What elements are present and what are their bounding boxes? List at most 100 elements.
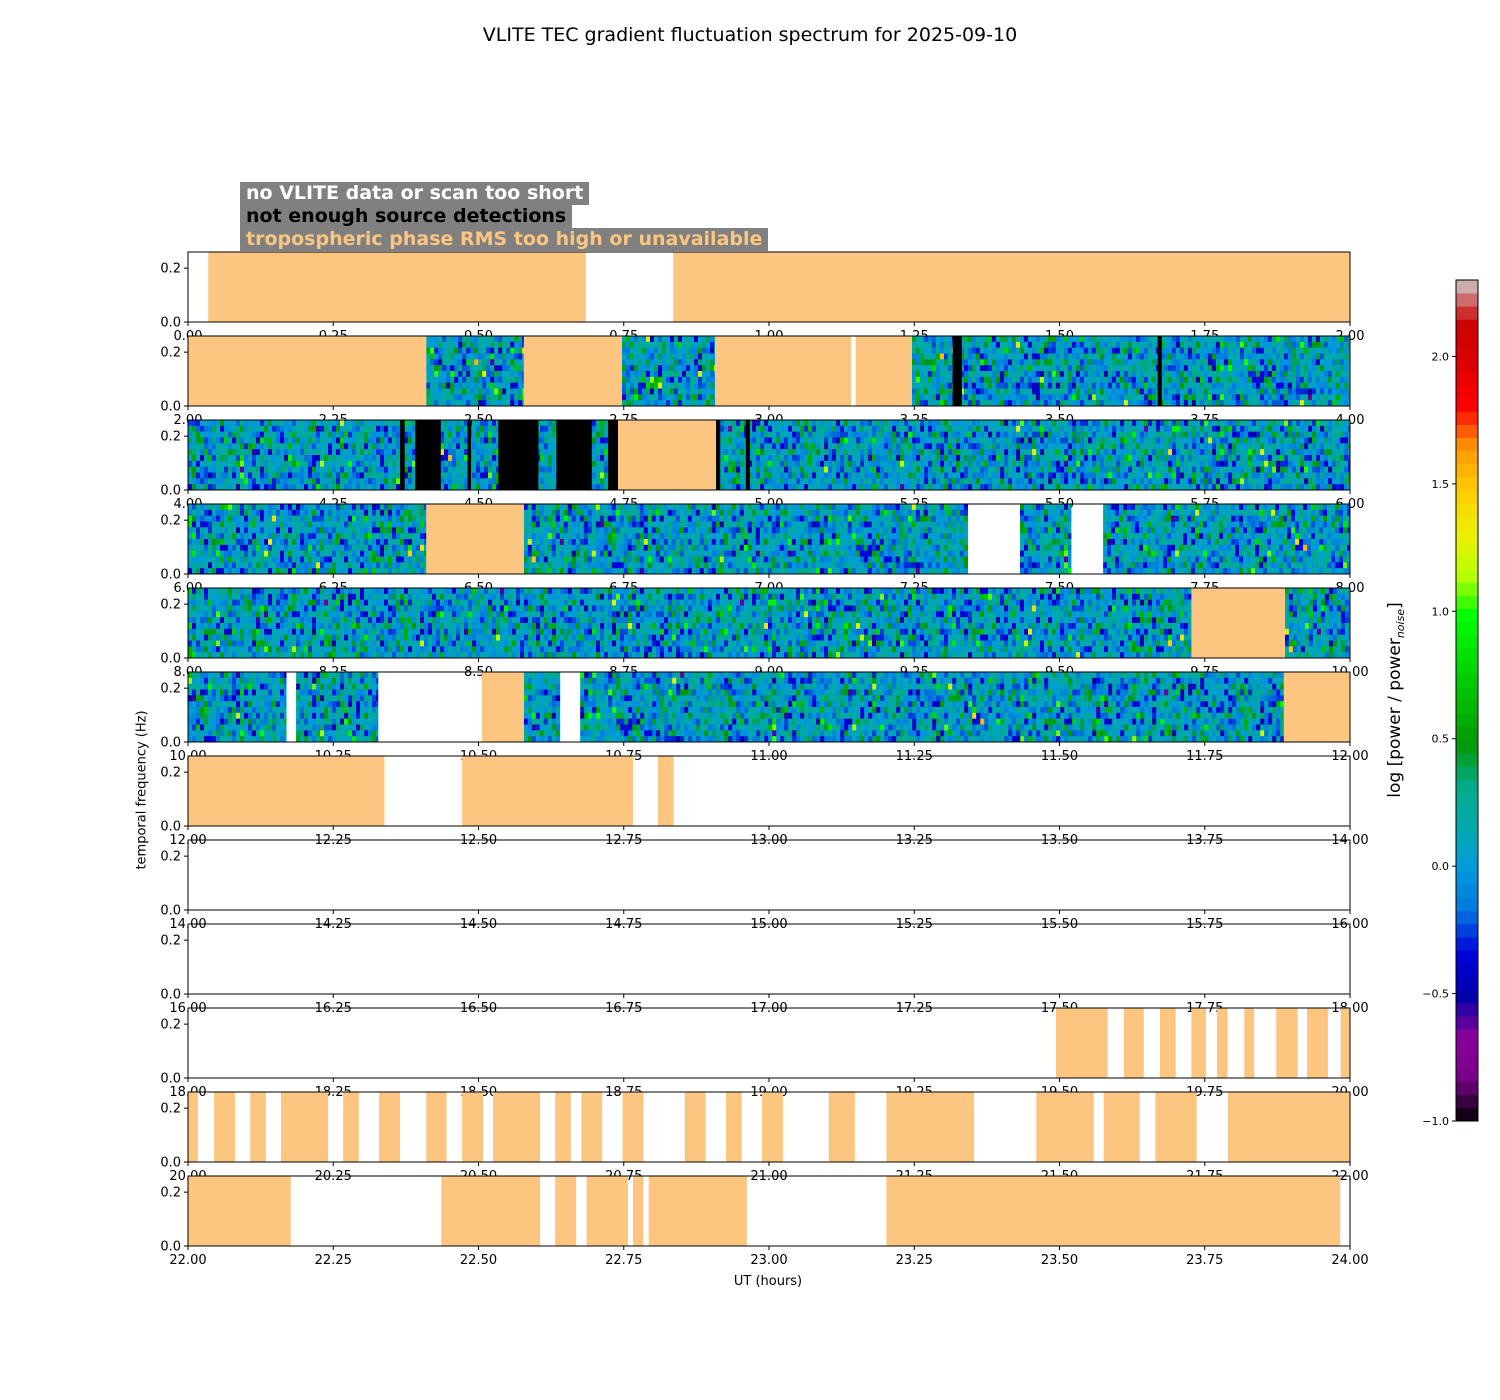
spectrum-segment [1284,588,1351,659]
few-detections-block [745,420,750,490]
y-tick-label: 0.2 [160,682,181,697]
y-tick-label: 0.0 [160,1156,181,1171]
spectrum-segment [1020,504,1072,575]
y-tick-label: 0.0 [160,316,181,331]
tropo-block [1217,1008,1228,1078]
x-tick-label: 23.50 [1041,1253,1078,1268]
y-tick-label: 0.0 [160,904,181,919]
panel-10: 0.00.220.0020.2520.5020.7521.0021.2521.5… [160,1091,1369,1184]
spectrum-segment [911,336,1351,407]
tropo-block [523,336,622,406]
tropo-block [250,1092,266,1162]
y-tick-label: 0.2 [160,1102,181,1117]
few-detections-block [467,420,471,490]
tropo-block [855,336,912,406]
y-axis-label: temporal frequency (Hz) [134,710,150,870]
spectrum-segment [188,588,1192,659]
x-tick-label: 24.00 [1331,1253,1368,1268]
tropo-block [1103,1092,1140,1162]
spectrum-segment [716,420,1351,491]
tropo-block [684,1092,706,1162]
y-tick-label: 0.0 [160,736,181,751]
colorbar-tick-label: 0.5 [1432,733,1450,746]
tropo-block [715,336,851,406]
few-detections-block [1157,336,1162,406]
colorbar-tick-label: 0.0 [1432,860,1450,873]
tropo-block [1244,1008,1255,1078]
legend-item-no-data: no VLITE data or scan too short [240,182,590,205]
few-detections-block [498,420,539,490]
spectrum-segment [580,672,1285,743]
tropo-block [493,1092,541,1162]
y-tick-label: 0.2 [160,514,181,529]
x-tick-label: 22.50 [460,1253,497,1268]
spectrum-segment [188,672,287,743]
panel-9: 0.00.218.0018.2518.5018.7519.0019.2519.5… [160,1007,1369,1100]
tropo-block [886,1176,1341,1246]
tropo-block [1276,1008,1298,1078]
y-tick-label: 0.0 [160,988,181,1003]
panel-frame [187,923,1351,995]
tropo-block [208,252,586,322]
tropo-block [281,1092,329,1162]
panel-7: 0.00.214.00 14.25 14.50 14.75 15.00 15.25 15.5… [160,839,1369,932]
panel-3: 0.00.26.006.256.506.757.007.257.507.758.… [160,503,1364,596]
few-detections-block [400,420,405,490]
tropo-block [1056,1008,1108,1078]
y-tick-label: 0.2 [160,1186,181,1201]
tropo-block [426,504,524,574]
tropo-block [581,1092,603,1162]
x-tick-label: 22.25 [315,1253,352,1268]
tropo-block [1160,1008,1176,1078]
panel-0: 0.00.20.000.250.500.751.001.251.501.752.… [160,251,1364,344]
tropo-block [188,336,427,406]
x-tick-label: 23.25 [896,1253,933,1268]
panel-6: 0.00.212.00 12.25 12.50 12.75 13.00 13.25 13.5… [160,755,1369,848]
spectrum-segment [1103,504,1351,575]
y-tick-label: 0.2 [160,598,181,613]
few-detections-block [556,420,592,490]
colorbar: −1.0 −0.5 0.0 0.5 1.0 1.5 2.0 [1422,279,1479,1128]
tropo-block [188,756,385,826]
tropo-block [441,1176,541,1246]
legend-item-tropo: tropospheric phase RMS too high or unava… [240,228,769,251]
y-tick-label: 0.0 [160,652,181,667]
y-tick-label: 0.0 [160,400,181,415]
tropo-block [188,1176,291,1246]
spectrum-segment [523,504,968,575]
y-tick-label: 0.0 [160,484,181,499]
tropo-block [1340,1008,1350,1078]
y-tick-label: 0.2 [160,766,181,781]
tropo-block [673,252,1350,322]
tropo-block [482,672,524,742]
tropo-block [379,1092,400,1162]
x-tick-label: 23.00 [750,1253,787,1268]
colorbar-label: log [power / powernoise] [1385,602,1407,797]
y-tick-label: 0.2 [160,262,181,277]
x-tick-label: 22.75 [605,1253,642,1268]
panel-4: 0.00.28.008.258.508.759.009.259.509.7510… [160,587,1369,680]
panel-2: 0.00.24.004.254.504.755.005.255.505.756.… [160,419,1364,512]
tropo-block [462,1092,484,1162]
y-tick-label: 0.0 [160,820,181,835]
colorbar-tick-label: −0.5 [1422,988,1449,1001]
x-axis-label: UT (hours) [733,1274,803,1289]
tropo-block [828,1092,855,1162]
tropo-block [648,1176,747,1246]
colorbar-tick-label: 1.5 [1432,478,1450,491]
few-detections-block [716,420,721,490]
panel-1: 0.00.22.002.252.502.753.003.253.503.754.… [160,335,1364,428]
tropo-block [214,1092,235,1162]
few-detections-block [415,420,441,490]
spectrum-segment [188,504,427,575]
panel-11: 0.0 0.2 22.00 22.25 22.50 22.75 23.00 23.25 23.5… [160,1175,1369,1268]
tropo-block [1124,1008,1144,1078]
chart-title: VLITE TEC gradient fluctuation spectrum … [482,24,1018,46]
tropo-block [633,1176,644,1246]
tropo-block [1283,672,1350,742]
spectrum-segment [523,672,561,743]
panel-frame [187,839,1351,911]
x-tick-label: 22.00 [169,1253,206,1268]
tropo-block [762,1092,783,1162]
tropo-block [1191,588,1285,658]
